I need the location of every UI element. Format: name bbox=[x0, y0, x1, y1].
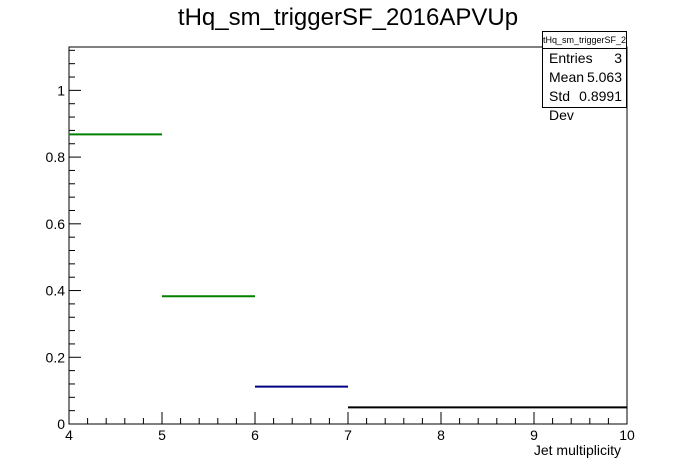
stats-row-mean: Mean 5.063 bbox=[543, 68, 626, 87]
x-axis-label: Jet multiplicity bbox=[534, 442, 621, 458]
stats-value: 3 bbox=[614, 50, 622, 66]
stats-box-title: tHq_sm_triggerSF_2016APVUp bbox=[543, 32, 626, 49]
stats-label: Mean bbox=[549, 69, 585, 85]
stats-box: tHq_sm_triggerSF_2016APVUp Entries 3 Mea… bbox=[542, 31, 627, 123]
y-tick-label: 0.4 bbox=[46, 283, 66, 299]
y-tick-label: 0 bbox=[57, 416, 65, 432]
stats-row-entries: Entries 3 bbox=[543, 49, 626, 68]
stats-label: Entries bbox=[549, 50, 593, 66]
stats-label: Std Dev bbox=[549, 88, 574, 123]
y-tick-label: 0.2 bbox=[46, 349, 66, 365]
x-tick-label: 9 bbox=[530, 427, 538, 443]
stats-value: 0.8991 bbox=[579, 88, 622, 104]
x-tick-label: 10 bbox=[619, 427, 635, 443]
y-tick-label: 0.6 bbox=[46, 216, 66, 232]
x-tick-label: 6 bbox=[251, 427, 259, 443]
stats-value: 5.063 bbox=[586, 69, 622, 85]
x-tick-label: 5 bbox=[158, 427, 166, 443]
chart-title: tHq_sm_triggerSF_2016APVUp bbox=[177, 4, 519, 31]
y-tick-label: 1 bbox=[57, 82, 65, 98]
x-tick-label: 7 bbox=[344, 427, 352, 443]
y-tick-label: 0.8 bbox=[46, 149, 66, 165]
stats-row-std-dev: Std Dev 0.8991 bbox=[543, 87, 626, 123]
x-tick-label: 4 bbox=[65, 427, 73, 443]
x-tick-label: 8 bbox=[437, 427, 445, 443]
